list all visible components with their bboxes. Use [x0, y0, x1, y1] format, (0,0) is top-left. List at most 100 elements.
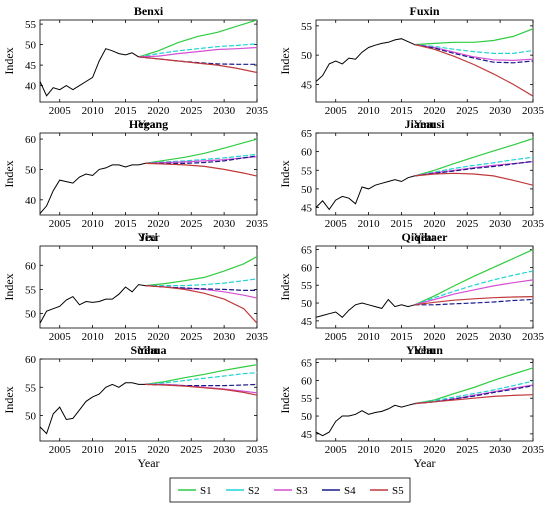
x-tick-label: 2020	[147, 218, 170, 230]
x-tick-label: 2020	[423, 444, 446, 456]
series-line-s2	[414, 156, 533, 177]
series-line-s1	[414, 28, 533, 46]
x-tick-label: 2020	[423, 105, 446, 117]
panel-qiqihaer: Qiqihaer 2005 2010 2015 2020 2025 2030 2035 45 50…	[278, 230, 545, 357]
legend-item-s5: S5	[370, 485, 404, 497]
y-tick-label: 50	[25, 164, 37, 176]
x-tick-label: 2030	[213, 105, 236, 117]
x-tick-label: 2010	[82, 218, 105, 230]
y-tick-label: 55	[301, 21, 313, 33]
axes-frame	[315, 132, 534, 216]
y-tick-label: 50	[301, 50, 313, 62]
y-tick-label: 45	[25, 60, 37, 72]
series-line-s3	[138, 46, 257, 58]
x-tick-label: 2025	[456, 218, 479, 230]
history-line	[40, 284, 146, 324]
legend-item-s4: S4	[322, 485, 356, 497]
y-tick-label: 45	[301, 316, 313, 328]
plot-area	[316, 28, 533, 97]
x-tick-label: 2015	[114, 331, 137, 343]
x-tick-label: 2025	[456, 105, 479, 117]
legend-label: S1	[200, 485, 212, 497]
x-tick-label: 2025	[180, 444, 203, 456]
y-tick-label: 50	[25, 411, 37, 423]
y-tick-label: 50	[301, 184, 313, 196]
y-axis-label: Index	[2, 160, 16, 187]
panel-jixi: Jixi 2005 2010 2015 2020 2025 2030 2035 50 55 60 Ye…	[2, 230, 269, 357]
x-tick-label: 2030	[489, 444, 512, 456]
x-tick-label: 2010	[358, 444, 381, 456]
y-tick-label: 40	[25, 81, 37, 93]
x-tick-label: 2005	[49, 444, 72, 456]
x-tick-label: 2035	[246, 444, 269, 456]
plot-area	[316, 249, 533, 318]
panel-hegang: Hegang 2005 2010 2015 2020 2025 2030 2035 40 50 60…	[2, 117, 269, 244]
series-line-s3	[145, 156, 257, 164]
x-tick-label: 2030	[489, 331, 512, 343]
history-line	[316, 175, 415, 211]
panel-suihua: Suihua 2005 2010 2015 2020 2025 2030 2035 50 55 60…	[2, 343, 269, 470]
x-tick-label: 2005	[325, 331, 348, 343]
axes-frame	[315, 358, 534, 442]
y-tick-label: 45	[301, 79, 313, 91]
x-axis-label: Year	[137, 456, 159, 470]
plot-area	[40, 364, 257, 435]
panel-title: Jixi	[139, 230, 158, 244]
x-tick-label: 2005	[325, 218, 348, 230]
plot-area	[316, 367, 533, 437]
y-tick-label: 45	[301, 203, 313, 215]
series-line-s1	[145, 256, 257, 287]
series-line-s2	[414, 270, 533, 306]
x-tick-label: 2010	[82, 331, 105, 343]
panel-title: Benxi	[134, 4, 164, 18]
series-line-s4	[145, 285, 257, 291]
x-axis-label: Year	[137, 117, 159, 131]
x-tick-label: 2030	[489, 105, 512, 117]
legend-item-s3: S3	[274, 485, 308, 497]
y-tick-label: 65	[301, 358, 313, 370]
y-tick-label: 50	[25, 40, 37, 52]
x-tick-label: 2020	[423, 331, 446, 343]
panel-title: Qiqihaer	[401, 230, 448, 244]
series-line-s4	[145, 155, 257, 164]
y-axis-label: Index	[2, 386, 16, 413]
series-line-s5	[414, 172, 533, 186]
y-axis-label: Index	[278, 47, 292, 74]
series-line-s1	[138, 20, 257, 58]
x-tick-label: 2015	[390, 331, 413, 343]
x-tick-label: 2010	[358, 218, 381, 230]
x-tick-label: 2035	[246, 218, 269, 230]
plot-area	[40, 256, 257, 324]
x-tick-label: 2025	[180, 218, 203, 230]
y-tick-label: 55	[25, 19, 37, 31]
y-tick-label: 60	[25, 134, 37, 146]
plot-area	[40, 20, 257, 97]
series-line-s2	[414, 380, 533, 405]
plot-area	[40, 138, 257, 214]
series-line-s2	[145, 372, 257, 385]
panel-title: Yichun	[406, 343, 443, 357]
series-line-s1	[145, 364, 257, 385]
series-line-s5	[414, 394, 533, 405]
y-tick-label: 55	[25, 284, 37, 296]
x-tick-label: 2010	[82, 105, 105, 117]
x-tick-label: 2010	[358, 105, 381, 117]
y-tick-label: 45	[301, 429, 313, 441]
series-line-s2	[138, 43, 257, 58]
x-tick-label: 2005	[325, 105, 348, 117]
plot-area	[316, 138, 533, 211]
panel-benxi: Benxi 2005 2010 2015 2020 2025 2030 2035 40 45 50 5…	[2, 4, 269, 131]
x-tick-label: 2035	[522, 444, 545, 456]
x-tick-label: 2025	[456, 444, 479, 456]
y-axis-label: Index	[278, 386, 292, 413]
axes-frame	[39, 132, 258, 216]
series-line-s4	[414, 298, 533, 306]
y-axis-label: Index	[2, 273, 16, 300]
x-tick-label: 2020	[147, 331, 170, 343]
x-tick-label: 2005	[49, 105, 72, 117]
x-tick-label: 2025	[180, 331, 203, 343]
y-tick-label: 50	[301, 411, 313, 423]
x-tick-label: 2005	[49, 331, 72, 343]
series-line-s4	[414, 160, 533, 177]
series-line-s5	[138, 56, 257, 74]
